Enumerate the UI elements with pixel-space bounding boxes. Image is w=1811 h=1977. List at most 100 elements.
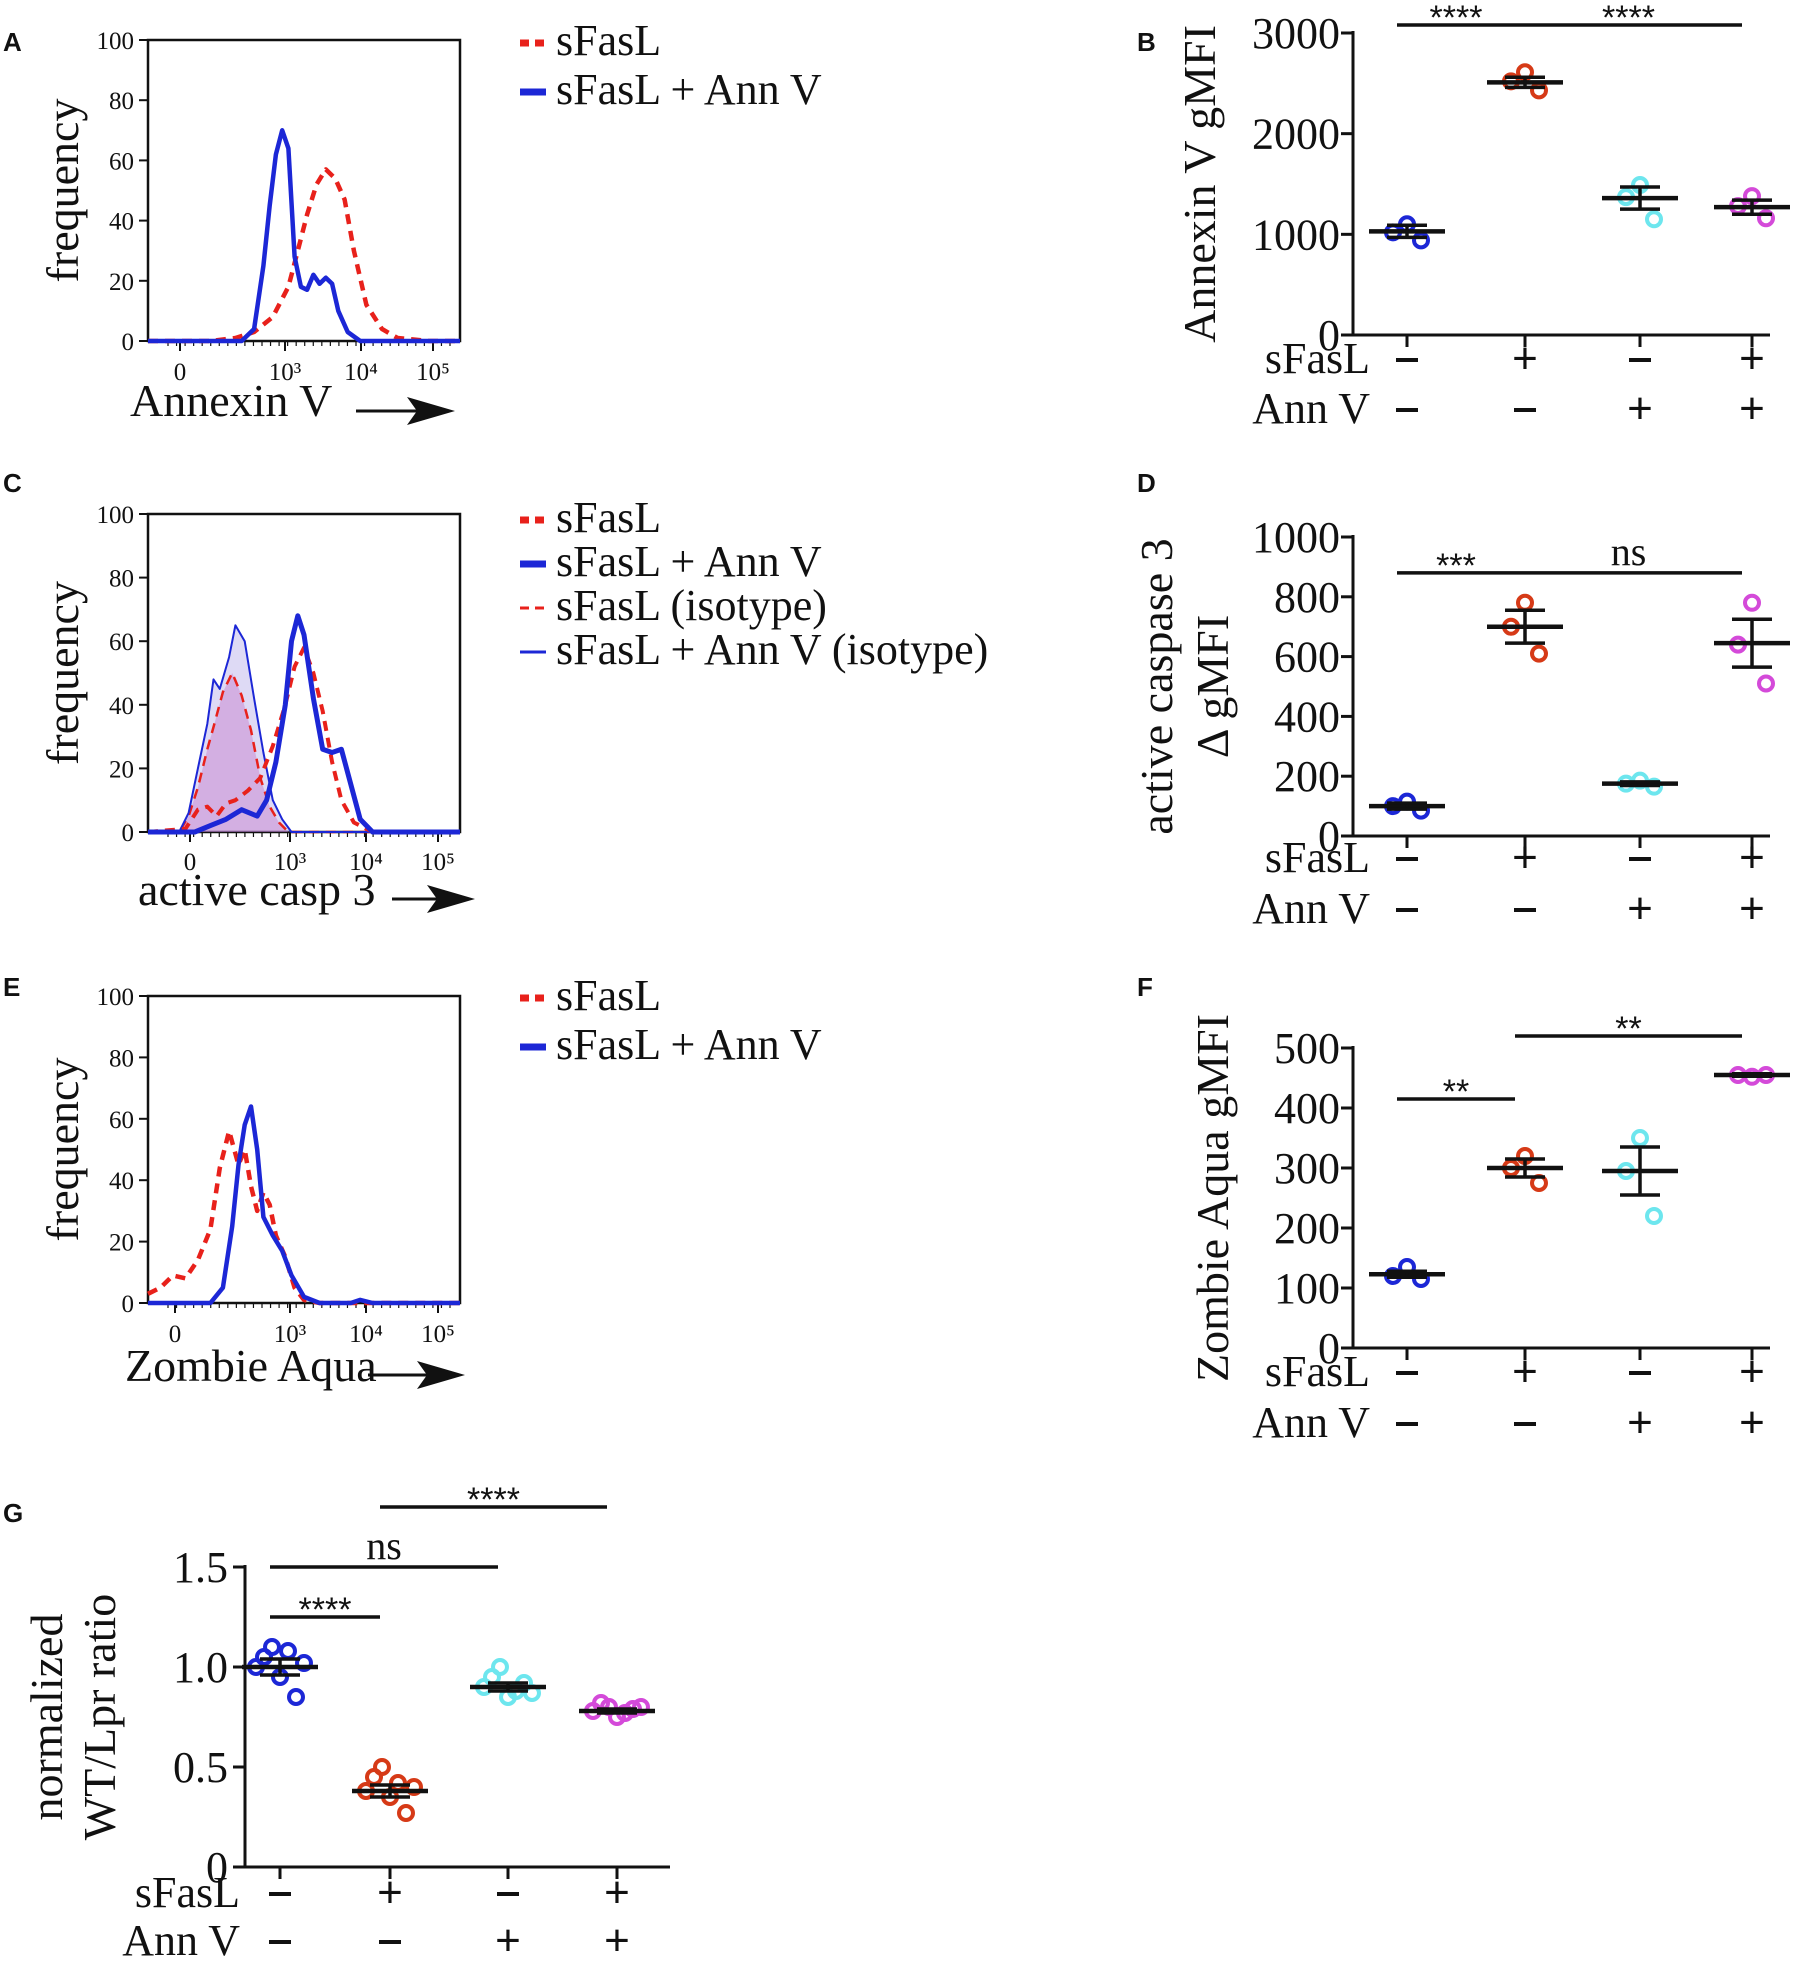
y-tick-label: 0.5 [173,1743,228,1792]
plus-sign: + [1739,1398,1765,1447]
data-point [1412,231,1430,250]
y-axis-title: Annexin V gMFI [1174,25,1225,343]
data-point [1743,593,1761,612]
y-tick-label: 0 [122,820,135,847]
y-tick-label: 1.5 [173,1543,228,1592]
y-tick-label: 200 [1274,752,1340,801]
significance-label: *** [1436,547,1476,585]
x-tick-label: 10⁴ [349,849,383,876]
series-line [147,645,460,834]
y-tick-label: 1000 [1252,210,1340,259]
significance-label: ns [366,1523,402,1568]
plus-sign: + [1627,884,1653,933]
y-axis-title: frequency [37,99,88,283]
y-axis-title: normalized [21,1614,72,1821]
dotplot-panel-f: 0 100 200 300 400 500 Zombie Aqua gMFI ** ** sFas… [1187,1010,1790,1447]
y-tick-label: 0 [122,1291,135,1318]
data-point [491,1658,509,1676]
y-tick-label: 40 [109,1168,134,1195]
legend-label: sFasL + Ann V [556,537,822,586]
data-point [263,1638,281,1656]
x-tick-label: 10⁵ [421,849,455,876]
y-tick-label: 100 [97,984,135,1011]
panel-letter-d: D [1137,468,1156,498]
y-tick-label: 0 [1318,311,1340,360]
x-tick-label: 10⁵ [416,359,450,386]
plus-sign: + [1627,1398,1653,1447]
x-tick-label: 0 [184,849,197,876]
series-line [148,624,460,833]
data-point [397,1804,415,1822]
histogram-panel-e: 0 20 40 60 80 100 0 10³ 10⁴ 10⁵ frequency Zombie Aq… [37,971,822,1391]
y-tick-label: 80 [109,88,134,115]
dotplot-panel-g: 0 0.5 1.0 1.5 normalized WT/Lpr ratio **** ns **… [21,1481,670,1965]
panel-letter-f: F [1137,972,1153,1002]
y-tick-label: 1000 [1252,513,1340,562]
y-axis-title: Δ gMFI [1187,615,1238,758]
condition-row-label: sFasL [1265,833,1370,882]
plus-sign: + [604,1916,630,1965]
y-axis-title: frequency [37,581,88,765]
legend-label: sFasL + Ann V (isotype) [556,625,988,674]
condition-row-label: Ann V [1252,884,1370,933]
y-tick-label: 800 [1274,573,1340,622]
arrow-icon [368,1361,465,1389]
y-tick-label: 60 [109,148,134,175]
arrow-head [417,1361,465,1389]
plus-sign: + [377,1868,403,1917]
data-point [1645,210,1663,229]
plus-sign: + [1512,334,1538,383]
series-line [148,167,460,344]
data-point [1530,644,1548,663]
data-point [1645,1207,1663,1225]
y-tick-label: 60 [109,629,134,656]
y-tick-label: 2000 [1252,110,1340,159]
panel-letter-g: G [3,1498,23,1528]
condition-row-label: Ann V [1252,384,1370,433]
y-tick-label: 600 [1274,633,1340,682]
data-point [1757,209,1775,228]
legend-label: sFasL [556,493,661,542]
data-point [632,1698,650,1716]
plus-sign: + [1739,1347,1765,1396]
panel-letter-b: B [1137,27,1156,57]
x-tick-label: 10³ [274,1321,307,1348]
series-fill [148,673,460,832]
x-tick-label: 10³ [274,849,307,876]
condition-row-label: sFasL [1265,334,1370,383]
y-tick-label: 400 [1274,692,1340,741]
plus-sign: + [1739,384,1765,433]
y-tick-label: 3000 [1252,9,1340,58]
plus-sign: + [1512,1347,1538,1396]
y-tick-label: 20 [109,756,134,783]
y-tick-label: 0 [206,1843,228,1892]
series-fill [148,625,460,832]
panel-letter-a: A [3,27,22,57]
significance-label: **** [1602,0,1655,37]
panel-letter-e: E [3,972,20,1002]
panel-letter-c: C [3,468,22,498]
data-point [279,1642,297,1660]
arrow-head [407,397,455,425]
y-tick-label: 60 [109,1107,134,1134]
y-tick-label: 100 [1274,1264,1340,1313]
significance-label: ** [1615,1010,1641,1048]
significance-label: **** [1430,0,1483,37]
arrow-head [427,885,475,913]
x-tick-label: 10³ [269,359,302,386]
series-line [148,1104,460,1306]
y-tick-label: 100 [97,502,135,529]
condition-row-label: Ann V [122,1916,240,1965]
data-point [1530,81,1548,100]
x-tick-label: 10⁴ [344,359,378,386]
arrow-icon [392,885,475,913]
y-tick-label: 500 [1274,1024,1340,1073]
x-tick-label: 10⁵ [421,1321,455,1348]
data-point [1757,674,1775,693]
significance-label: ** [1443,1073,1469,1111]
y-tick-label: 200 [1274,1204,1340,1253]
plus-sign: + [604,1868,630,1917]
arrow-icon [356,397,455,425]
condition-row-label: sFasL [135,1868,240,1917]
plot-frame [146,994,462,1305]
